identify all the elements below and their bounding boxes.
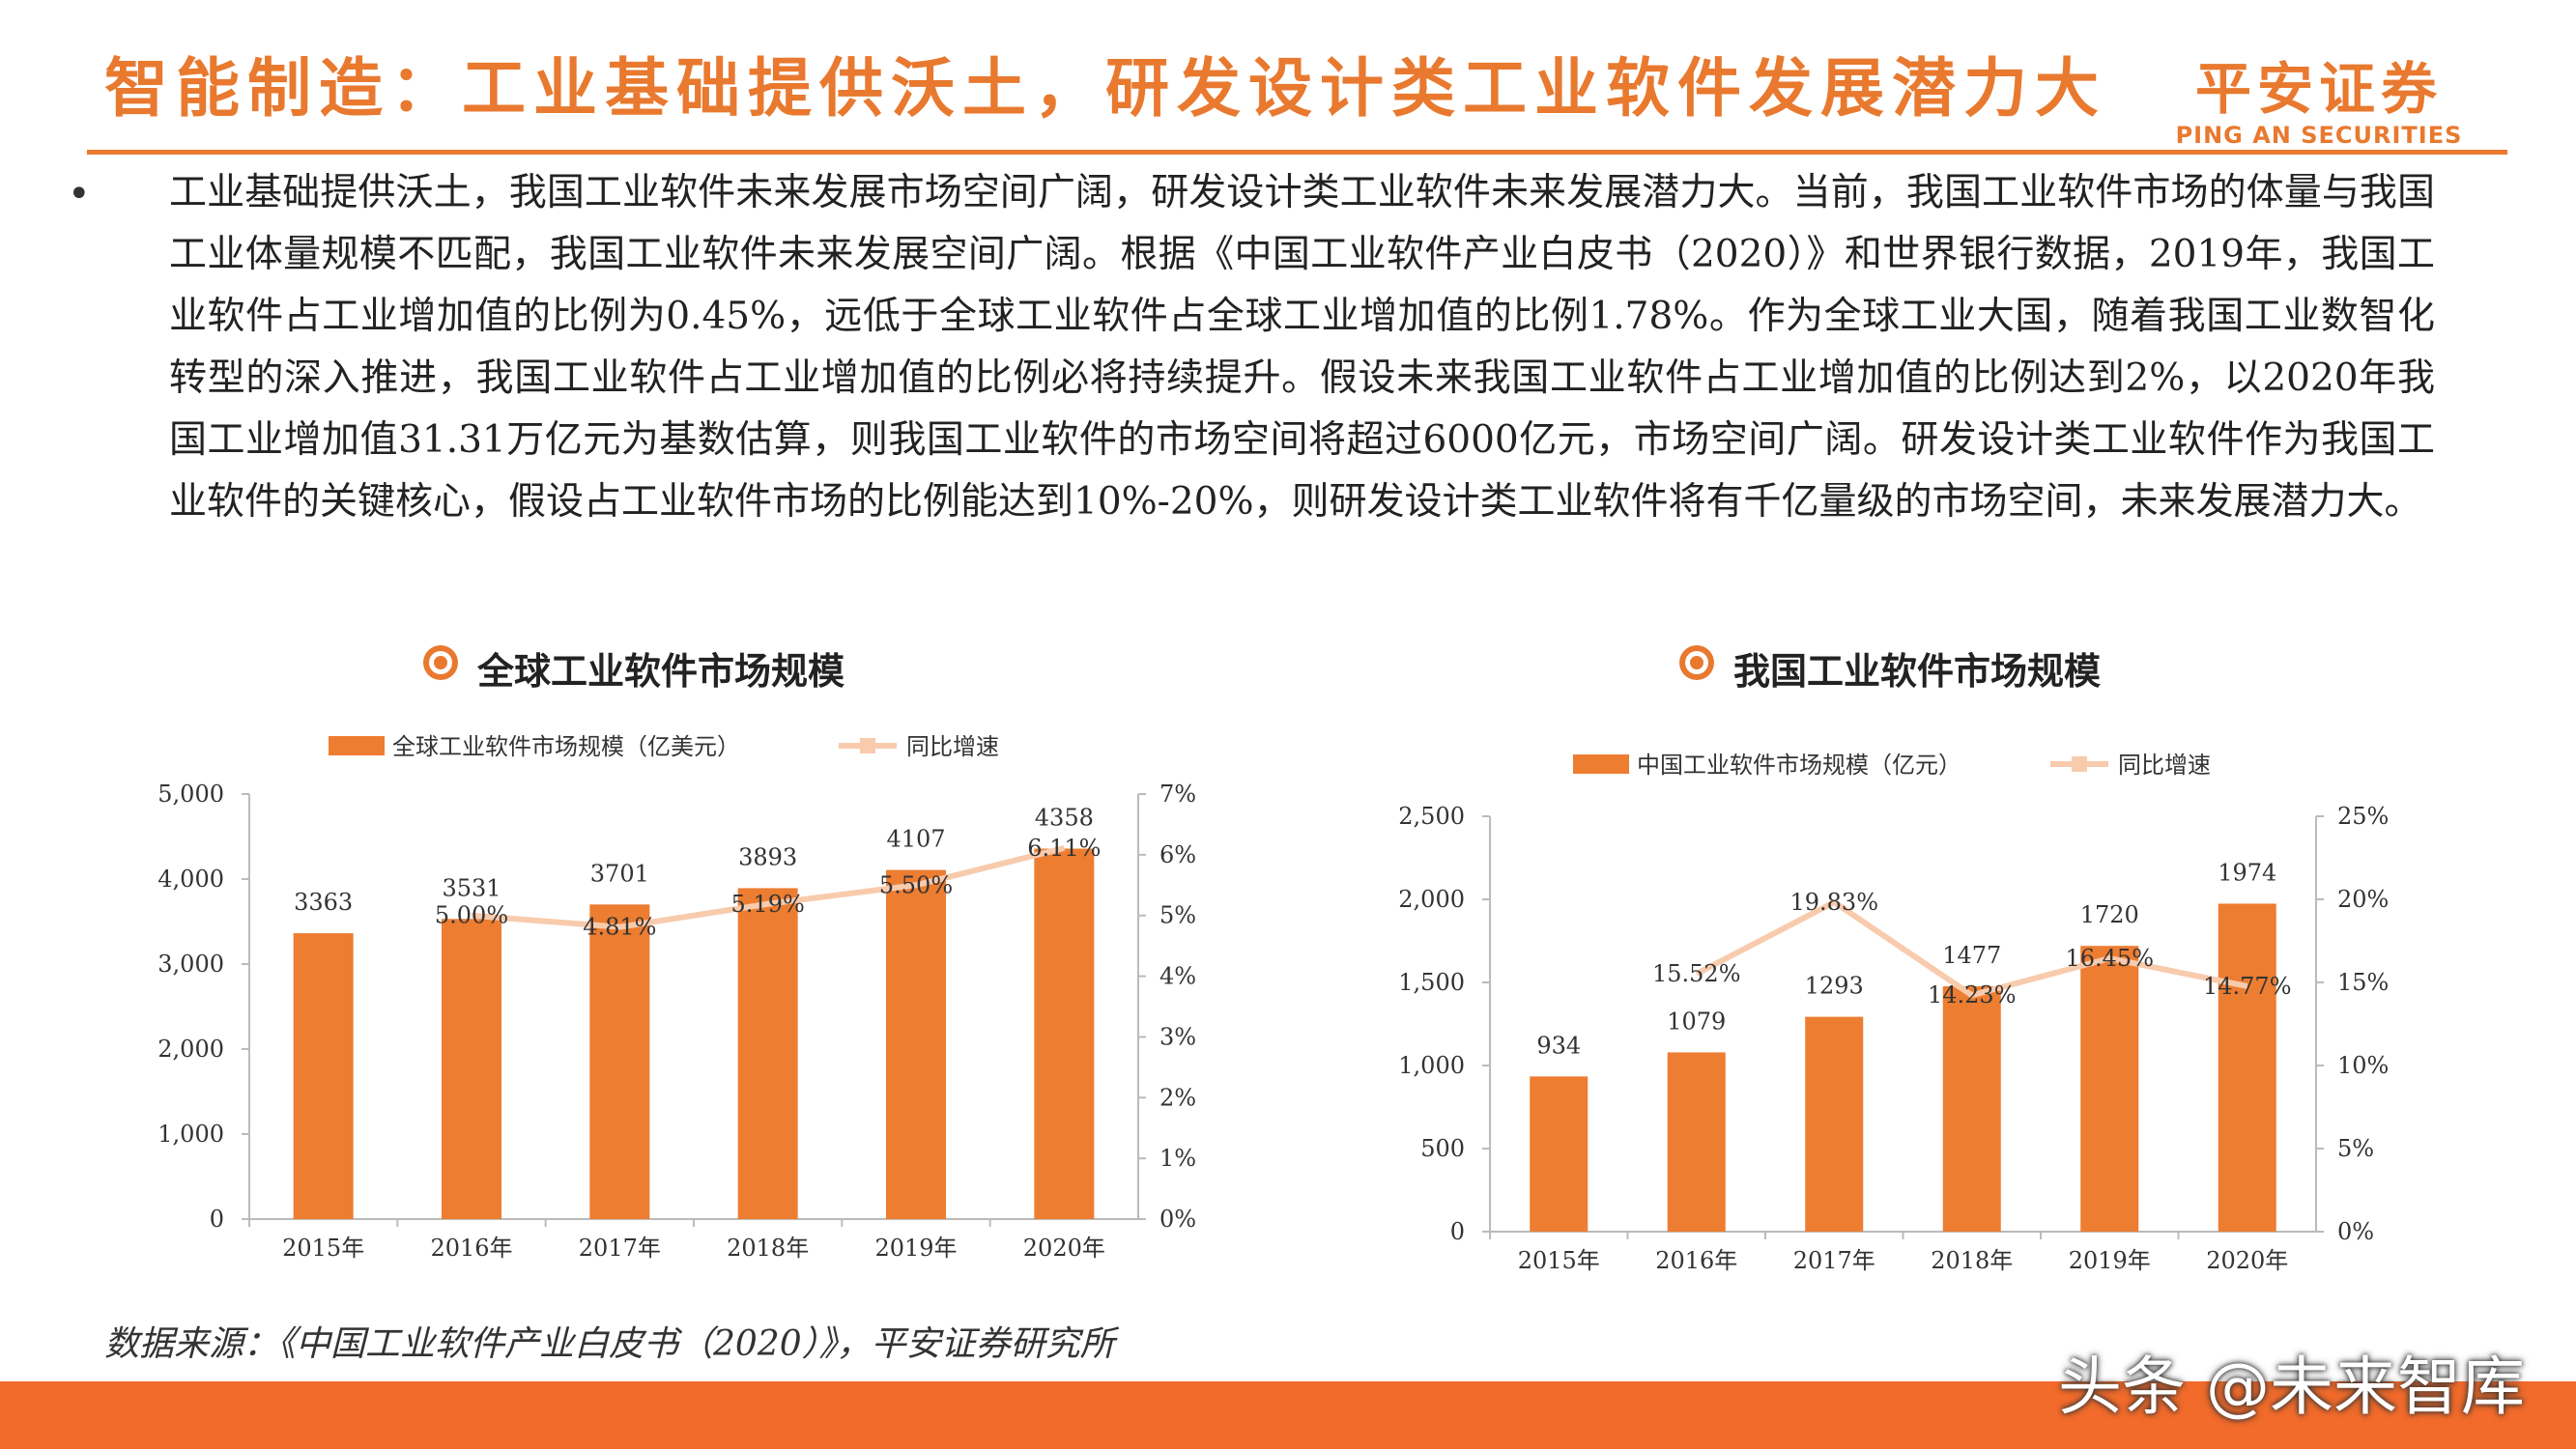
legend-line-marker bbox=[860, 738, 875, 753]
growth-value-label: 4.81% bbox=[583, 914, 656, 941]
y2-tick-label: 5% bbox=[2337, 1135, 2374, 1162]
bar-value-label: 4107 bbox=[886, 826, 945, 853]
x-tick-label: 2018年 bbox=[1931, 1247, 2013, 1274]
y-tick-label: 0 bbox=[210, 1206, 224, 1233]
legend-line-label: 同比增速 bbox=[2118, 752, 2211, 779]
x-tick-label: 2016年 bbox=[430, 1235, 512, 1262]
y2-tick-label: 3% bbox=[1159, 1023, 1196, 1050]
growth-value-label: 5.00% bbox=[435, 902, 508, 929]
x-tick-label: 2016年 bbox=[1655, 1247, 1737, 1274]
y-tick-label: 4,000 bbox=[157, 866, 224, 893]
legend-bar-swatch bbox=[1573, 754, 1629, 774]
data-source: 数据来源：《中国工业软件产业白皮书（2020）》，平安证券研究所 bbox=[104, 1324, 1115, 1364]
growth-value-label: 19.83% bbox=[1789, 889, 1878, 916]
logo-text-en: PING AN SECURITIES bbox=[2175, 122, 2463, 149]
bar bbox=[1530, 1076, 1589, 1232]
page-title: 智能制造：工业基础提供沃土，研发设计类工业软件发展潜力大 bbox=[104, 50, 2106, 126]
chart-title-china: 我国工业软件市场规模 bbox=[1733, 650, 2102, 693]
y2-tick-label: 20% bbox=[2337, 886, 2389, 913]
x-tick-label: 2020年 bbox=[1023, 1235, 1105, 1262]
y-tick-label: 2,000 bbox=[1398, 886, 1465, 913]
y2-tick-label: 2% bbox=[1159, 1084, 1196, 1111]
watermark: 头条 @未来智库 bbox=[2058, 1350, 2525, 1424]
bar bbox=[589, 904, 650, 1219]
y-tick-label: 0 bbox=[1450, 1218, 1465, 1245]
y2-tick-label: 4% bbox=[1159, 963, 1196, 990]
growth-value-label: 15.52% bbox=[1652, 960, 1741, 987]
y2-tick-label: 10% bbox=[2337, 1052, 2389, 1079]
y-tick-label: 5,000 bbox=[157, 781, 224, 808]
bar bbox=[886, 869, 946, 1219]
y-tick-label: 2,000 bbox=[157, 1036, 224, 1063]
bar-value-label: 1293 bbox=[1805, 973, 1864, 1000]
legend-bar-swatch bbox=[329, 736, 385, 755]
y2-tick-label: 25% bbox=[2337, 803, 2389, 830]
y-tick-label: 1,000 bbox=[1398, 1052, 1465, 1079]
logo-text-cn: 平安证券 bbox=[2194, 56, 2443, 122]
x-tick-label: 2018年 bbox=[727, 1235, 809, 1262]
bar-value-label: 3531 bbox=[442, 874, 501, 901]
legend-bar-label: 中国工业软件市场规模（亿元） bbox=[1637, 752, 1961, 779]
growth-value-label: 16.45% bbox=[2065, 945, 2154, 972]
target-icon bbox=[423, 645, 458, 680]
bar bbox=[737, 888, 798, 1219]
growth-value-label: 14.23% bbox=[1928, 981, 2017, 1009]
bar bbox=[442, 919, 501, 1219]
chart-title-global: 全球工业软件市场规模 bbox=[477, 650, 845, 693]
x-tick-label: 2019年 bbox=[874, 1235, 957, 1262]
bar-value-label: 1477 bbox=[1942, 942, 2001, 969]
x-tick-label: 2020年 bbox=[2206, 1247, 2288, 1274]
growth-line bbox=[471, 845, 1066, 930]
growth-line bbox=[1695, 898, 2248, 999]
x-tick-label: 2017年 bbox=[579, 1235, 661, 1262]
bar bbox=[2080, 946, 2139, 1232]
bar bbox=[293, 933, 354, 1219]
brand-logo: 平安证券 PING AN SECURITIES bbox=[2155, 56, 2483, 149]
header-divider bbox=[87, 150, 2507, 155]
y-tick-label: 2,500 bbox=[1398, 803, 1465, 830]
footer-bar bbox=[0, 1381, 2576, 1449]
y2-tick-label: 0% bbox=[1159, 1206, 1196, 1233]
y2-tick-label: 5% bbox=[1159, 902, 1196, 929]
y-tick-label: 1,500 bbox=[1398, 969, 1465, 996]
bar bbox=[1805, 1016, 1864, 1232]
growth-value-label: 14.77% bbox=[2203, 973, 2292, 1000]
x-tick-label: 2019年 bbox=[2069, 1247, 2151, 1274]
growth-value-label: 6.11% bbox=[1027, 835, 1101, 862]
bar bbox=[2218, 903, 2276, 1232]
legend-bar-label: 全球工业软件市场规模（亿美元） bbox=[392, 733, 740, 760]
bar bbox=[1942, 985, 2001, 1232]
bar-value-label: 3893 bbox=[738, 843, 797, 870]
x-tick-label: 2015年 bbox=[1518, 1247, 1600, 1274]
bar-value-label: 1974 bbox=[2218, 859, 2276, 886]
bar-value-label: 4358 bbox=[1035, 804, 1094, 831]
x-tick-label: 2015年 bbox=[282, 1235, 364, 1262]
y2-tick-label: 7% bbox=[1159, 781, 1196, 808]
bar-value-label: 3701 bbox=[590, 860, 649, 887]
growth-value-label: 5.50% bbox=[879, 871, 953, 898]
bullet-icon: • bbox=[68, 172, 91, 216]
x-tick-label: 2017年 bbox=[1793, 1247, 1875, 1274]
y2-tick-label: 1% bbox=[1159, 1145, 1196, 1172]
y2-tick-label: 0% bbox=[2337, 1218, 2374, 1245]
bar bbox=[1667, 1052, 1726, 1232]
y2-tick-label: 6% bbox=[1159, 841, 1196, 868]
bar-value-label: 1079 bbox=[1667, 1008, 1726, 1035]
growth-value-label: 5.19% bbox=[731, 891, 805, 918]
y2-tick-label: 15% bbox=[2337, 969, 2389, 996]
legend-line-marker bbox=[2072, 756, 2087, 772]
bar-value-label: 934 bbox=[1536, 1032, 1581, 1059]
legend-line-label: 同比增速 bbox=[906, 733, 999, 760]
body-paragraph: 工业基础提供沃土，我国工业软件未来发展市场空间广阔，研发设计类工业软件未来发展潜… bbox=[169, 171, 2435, 524]
bar bbox=[1034, 848, 1095, 1219]
y-tick-label: 3,000 bbox=[157, 951, 224, 978]
bar-value-label: 1720 bbox=[2080, 901, 2139, 928]
target-icon bbox=[1679, 645, 1714, 680]
y-tick-label: 1,000 bbox=[157, 1121, 224, 1148]
bar-value-label: 3363 bbox=[294, 889, 353, 916]
y-tick-label: 500 bbox=[1420, 1135, 1465, 1162]
